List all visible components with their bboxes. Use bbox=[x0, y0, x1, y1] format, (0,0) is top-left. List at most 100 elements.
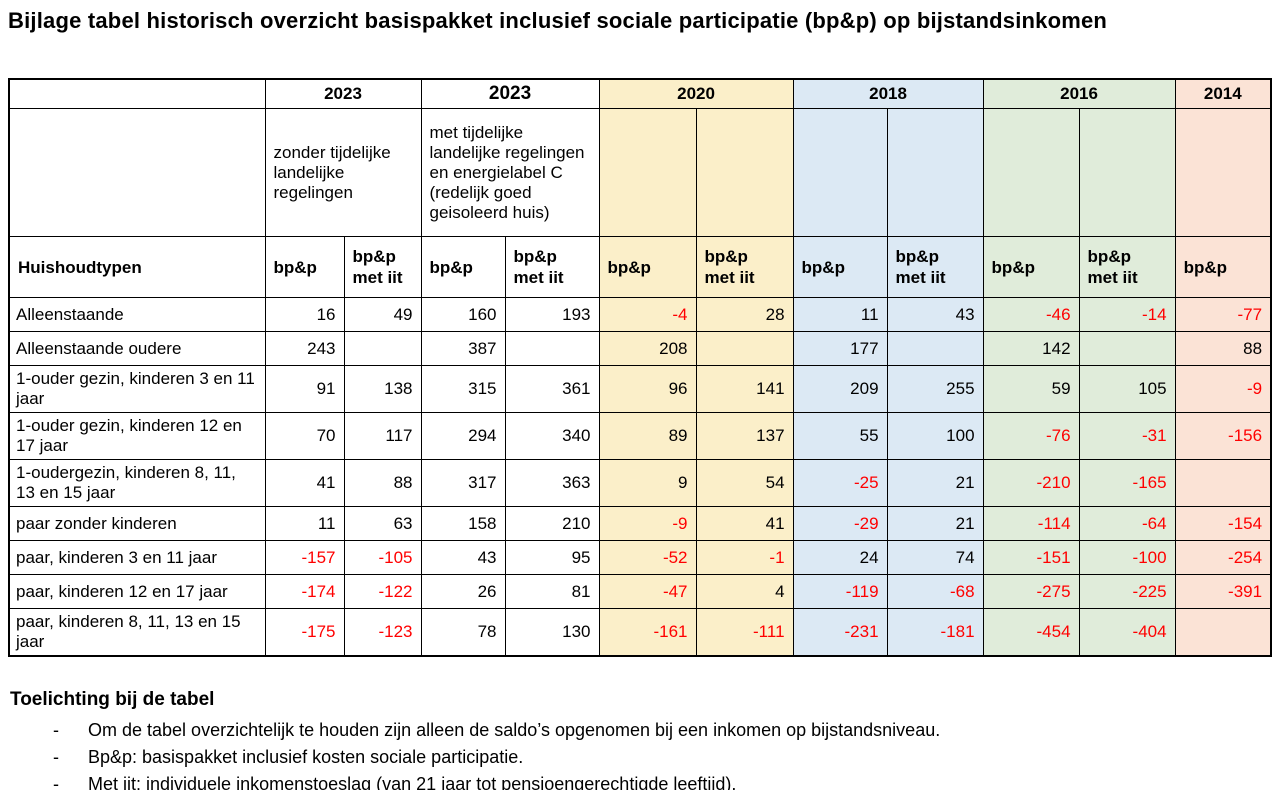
value-cell: 243 bbox=[264, 331, 345, 366]
table-row: paar zonder kinderen 11 63 158 210 -9 41 -29 21-… bbox=[8, 506, 1272, 541]
value-cell bbox=[504, 331, 600, 366]
value-cell: 317 bbox=[420, 459, 506, 507]
year-header-2023b: 2023 bbox=[420, 78, 600, 109]
value-cell: 55 bbox=[792, 412, 888, 460]
col-header-bpp-iit: bp&p met iit bbox=[504, 236, 600, 298]
row-label: paar, kinderen 8, 11, 13 en 15 jaar bbox=[8, 608, 266, 657]
value-cell: -14 bbox=[1078, 297, 1176, 332]
year-header-2014: 2014 bbox=[1174, 78, 1272, 109]
col-header-bpp: bp&p bbox=[598, 236, 697, 298]
value-cell: 95 bbox=[504, 540, 600, 575]
col-header-bpp: bp&p bbox=[792, 236, 888, 298]
historic-overview-table: 2023 2023 2020 2018 2016 2014 zonder tij… bbox=[8, 78, 1273, 657]
value-cell: 9 bbox=[598, 459, 697, 507]
value-cell: -157 bbox=[264, 540, 345, 575]
table-row: paar, kinderen 8, 11, 13 en 15 jaar -175-… bbox=[8, 608, 1272, 657]
table-row: Alleenstaande oudere 243 387 208 177 142 88 bbox=[8, 331, 1272, 366]
value-cell: -52 bbox=[598, 540, 697, 575]
value-cell: 81 bbox=[504, 574, 600, 609]
value-cell bbox=[1078, 331, 1176, 366]
value-cell: 105 bbox=[1078, 365, 1176, 413]
value-cell: 142 bbox=[982, 331, 1080, 366]
col-header-bpp-iit: bp&p met iit bbox=[1078, 236, 1176, 298]
value-cell: -111 bbox=[695, 608, 794, 657]
value-cell: 11 bbox=[792, 297, 888, 332]
col-header-bpp: bp&p bbox=[420, 236, 506, 298]
value-cell: -181 bbox=[886, 608, 984, 657]
bullet-dash: - bbox=[53, 720, 59, 740]
year-header-row: 2023 2023 2020 2018 2016 2014 bbox=[8, 78, 1272, 109]
row-label: paar, kinderen 3 en 11 jaar bbox=[8, 540, 266, 575]
table-row: paar, kinderen 12 en 17 jaar -174 -122 26 81… bbox=[8, 574, 1272, 609]
value-cell: 26 bbox=[420, 574, 506, 609]
value-cell: 4 bbox=[695, 574, 794, 609]
note-item: - Met iit: individuele inkomenstoeslag (… bbox=[10, 771, 1280, 790]
value-cell: -156 bbox=[1174, 412, 1272, 460]
col-header-bpp-iit: bp&p met iit bbox=[886, 236, 984, 298]
value-cell: -165 bbox=[1078, 459, 1176, 507]
row-label: 1-ouder gezin, kinderen 12 en 17 jaar bbox=[8, 412, 266, 460]
table-row: 1-oudergezin, kinderen 8, 11, 13 en 15 j… bbox=[8, 459, 1272, 507]
col-header-bpp-iit: bp&p met iit bbox=[695, 236, 794, 298]
value-cell: 130 bbox=[504, 608, 600, 657]
value-cell: 43 bbox=[420, 540, 506, 575]
value-cell: 160 bbox=[420, 297, 506, 332]
note-item: - Om de tabel overzichtelijk te houden z… bbox=[10, 717, 1280, 744]
value-cell bbox=[1174, 608, 1272, 657]
year-header-2020: 2020 bbox=[598, 78, 794, 109]
value-cell: 21 bbox=[886, 506, 984, 541]
value-cell: -175 bbox=[264, 608, 345, 657]
empty-cell bbox=[792, 108, 888, 237]
value-cell: -151 bbox=[982, 540, 1080, 575]
value-cell: 117 bbox=[343, 412, 422, 460]
col-header-bpp: bp&p bbox=[264, 236, 345, 298]
year-header-2016: 2016 bbox=[982, 78, 1176, 109]
value-cell: -29 bbox=[792, 506, 888, 541]
value-cell: -68 bbox=[886, 574, 984, 609]
value-cell: 70 bbox=[264, 412, 345, 460]
value-cell: -100 bbox=[1078, 540, 1176, 575]
value-cell: 340 bbox=[504, 412, 600, 460]
value-cell: 54 bbox=[695, 459, 794, 507]
value-cell bbox=[343, 331, 422, 366]
value-cell: 78 bbox=[420, 608, 506, 657]
value-cell: -76 bbox=[982, 412, 1080, 460]
row-label: Alleenstaande bbox=[8, 297, 266, 332]
value-cell: -275 bbox=[982, 574, 1080, 609]
year-header-2023a: 2023 bbox=[264, 78, 422, 109]
row-label: paar, kinderen 12 en 17 jaar bbox=[8, 574, 266, 609]
note-text: Met iit: individuele inkomenstoeslag (va… bbox=[88, 774, 737, 790]
value-cell: -4 bbox=[598, 297, 697, 332]
value-cell bbox=[1174, 459, 1272, 507]
value-cell: -9 bbox=[1174, 365, 1272, 413]
value-cell: 59 bbox=[982, 365, 1080, 413]
table-row: Alleenstaande 16 49 160 193 -4 28 11 43 -46 -14 -77 bbox=[8, 297, 1272, 332]
value-cell: -231 bbox=[792, 608, 888, 657]
value-cell: 387 bbox=[420, 331, 506, 366]
corner-cell bbox=[8, 78, 266, 109]
value-cell: -119 bbox=[792, 574, 888, 609]
value-cell: -64 bbox=[1078, 506, 1176, 541]
page-title: Bijlage tabel historisch overzicht basis… bbox=[8, 8, 1108, 33]
value-cell: 41 bbox=[695, 506, 794, 541]
column-header-row: Huishoudtypen bp&p bp&p met iit bp&p bp&… bbox=[8, 236, 1272, 298]
empty-cell bbox=[982, 108, 1080, 237]
value-cell: 193 bbox=[504, 297, 600, 332]
scenario-desc-2023a: zonder tijdelijke landelijke regelingen bbox=[264, 108, 422, 237]
col-header-bpp: bp&p bbox=[1174, 236, 1272, 298]
col-header-bpp-iit: bp&p met iit bbox=[343, 236, 422, 298]
value-cell: -123 bbox=[343, 608, 422, 657]
row-header-label: Huishoudtypen bbox=[8, 236, 266, 298]
empty-cell bbox=[1174, 108, 1272, 237]
value-cell: 209 bbox=[792, 365, 888, 413]
value-cell: -122 bbox=[343, 574, 422, 609]
value-cell: 363 bbox=[504, 459, 600, 507]
value-cell: 138 bbox=[343, 365, 422, 413]
value-cell: 74 bbox=[886, 540, 984, 575]
value-cell: -46 bbox=[982, 297, 1080, 332]
table-notes: Toelichting bij de tabel - Om de tabel o… bbox=[10, 689, 1280, 790]
value-cell: -174 bbox=[264, 574, 345, 609]
bullet-dash: - bbox=[53, 747, 59, 767]
value-cell: -404 bbox=[1078, 608, 1176, 657]
value-cell: 100 bbox=[886, 412, 984, 460]
